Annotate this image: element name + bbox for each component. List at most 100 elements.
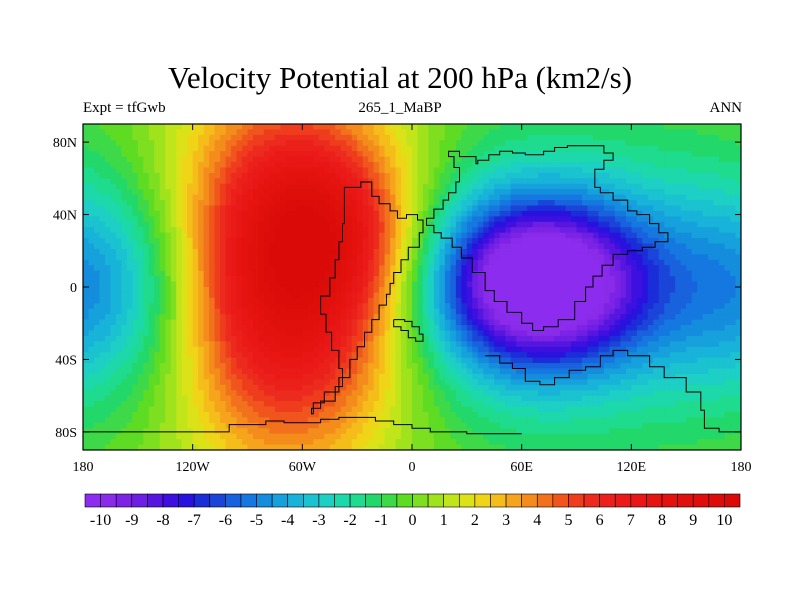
field-cell xyxy=(252,129,260,136)
field-cell xyxy=(461,151,468,158)
field-cell xyxy=(373,134,380,141)
field-cell xyxy=(592,303,600,310)
field-cell xyxy=(220,254,227,261)
field-cell xyxy=(708,314,715,321)
field-cell xyxy=(307,205,314,212)
field-cell xyxy=(351,227,358,234)
field-cell xyxy=(521,167,528,174)
field-cell xyxy=(510,276,517,283)
field-cell xyxy=(148,325,155,332)
field-cell xyxy=(433,124,441,131)
field-cell xyxy=(461,145,468,152)
field-cell xyxy=(346,156,353,163)
field-cell xyxy=(625,156,632,163)
field-cell xyxy=(307,167,314,174)
field-cell xyxy=(390,287,397,294)
field-cell xyxy=(93,292,101,299)
field-cell xyxy=(472,189,479,196)
field-cell xyxy=(313,292,320,299)
field-cell xyxy=(274,167,281,174)
field-cell xyxy=(647,134,654,141)
field-cell xyxy=(527,287,534,294)
field-cell xyxy=(296,276,303,283)
field-cell xyxy=(154,292,161,299)
field-cell xyxy=(291,276,298,283)
field-cell xyxy=(187,319,194,326)
field-cell xyxy=(362,314,369,321)
field-cell xyxy=(93,210,101,217)
field-cell xyxy=(318,308,325,315)
field-cell xyxy=(642,238,649,245)
field-cell xyxy=(560,140,567,147)
field-cell xyxy=(280,287,287,294)
field-cell xyxy=(187,221,194,228)
field-cell xyxy=(505,216,512,223)
field-cell xyxy=(115,205,122,212)
field-cell xyxy=(433,172,441,179)
field-cell xyxy=(203,183,210,190)
field-cell xyxy=(401,189,408,196)
field-cell xyxy=(324,259,331,266)
field-cell xyxy=(708,156,715,163)
field-cell xyxy=(521,216,528,223)
field-cell xyxy=(126,227,133,234)
field-cell xyxy=(209,303,216,310)
field-cell xyxy=(269,172,276,179)
field-cell xyxy=(258,151,265,158)
field-cell xyxy=(483,162,490,169)
field-cell xyxy=(329,303,336,310)
field-cell xyxy=(664,335,671,342)
field-cell xyxy=(379,346,386,353)
field-cell xyxy=(658,194,665,201)
field-cell xyxy=(675,259,682,266)
field-cell xyxy=(664,325,671,332)
field-cell xyxy=(274,238,281,245)
field-cell xyxy=(88,243,95,250)
field-cell xyxy=(242,189,249,196)
field-cell xyxy=(450,151,457,158)
field-cell xyxy=(592,243,600,250)
field-cell xyxy=(231,292,238,299)
field-cell xyxy=(669,254,676,261)
field-cell xyxy=(571,325,578,332)
field-cell xyxy=(225,183,232,190)
field-cell xyxy=(247,194,254,201)
field-cell xyxy=(691,183,698,190)
field-cell xyxy=(104,216,112,223)
field-cell xyxy=(625,210,632,217)
field-cell xyxy=(439,145,446,152)
field-cell xyxy=(126,276,133,283)
field-cell xyxy=(93,227,101,234)
field-cell xyxy=(576,167,583,174)
field-cell xyxy=(702,210,709,217)
field-cell xyxy=(691,227,698,234)
field-cell xyxy=(93,314,101,321)
field-cell xyxy=(603,292,610,299)
field-cell xyxy=(675,319,682,326)
field-cell xyxy=(636,325,643,332)
field-cell xyxy=(247,292,254,299)
field-cell xyxy=(362,308,369,315)
field-cell xyxy=(428,151,435,158)
field-cell xyxy=(368,172,375,179)
field-cell xyxy=(565,232,572,239)
field-cell xyxy=(702,178,709,185)
field-cell xyxy=(280,210,287,217)
field-cell xyxy=(187,172,194,179)
field-cell xyxy=(373,341,380,348)
field-cell xyxy=(603,140,610,147)
field-cell xyxy=(625,200,632,207)
field-cell xyxy=(274,308,281,315)
field-cell xyxy=(329,172,336,179)
field-cell xyxy=(730,232,737,239)
field-cell xyxy=(680,297,687,304)
field-cell xyxy=(702,227,709,234)
field-cell xyxy=(115,134,122,141)
field-cell xyxy=(609,227,616,234)
field-cell xyxy=(137,297,144,304)
field-cell xyxy=(99,134,106,141)
field-cell xyxy=(126,287,133,294)
field-cell xyxy=(280,227,287,234)
field-cell xyxy=(505,205,512,212)
field-cell xyxy=(176,156,183,163)
